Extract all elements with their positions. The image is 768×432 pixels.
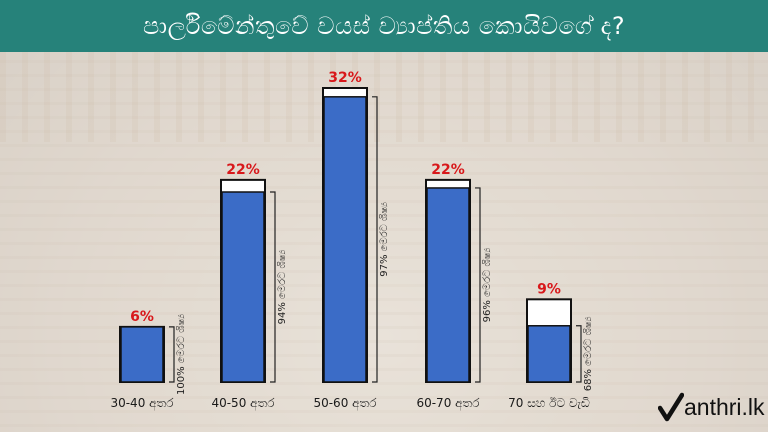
bar-value-label: 32% — [328, 70, 362, 86]
share-label: 97% මෙරට ශිෂ්‍ය — [378, 202, 390, 277]
category-label: 30-40 අතර — [110, 396, 174, 411]
background-ceiling — [0, 52, 768, 142]
bar-fill — [323, 96, 367, 383]
bar-value-label: 6% — [130, 309, 154, 325]
bar-fill — [221, 191, 265, 383]
bar-fill — [527, 325, 571, 383]
share-bracket — [576, 325, 582, 383]
bar-fill — [426, 187, 470, 383]
chart-title: පාර්ලිමේන්තුවේ වයස් ව්‍යාප්තිය කොයිවගේ ද… — [142, 12, 626, 40]
bar-value-label: 22% — [431, 162, 465, 178]
share-bracket — [372, 96, 378, 383]
category-label: 50-60 අතර — [313, 396, 377, 411]
title-banner: පාර්ලිමේන්තුවේ වයස් ව්‍යාප්තිය කොයිවගේ ද… — [0, 0, 768, 52]
share-bracket — [270, 191, 276, 383]
share-label: 68% මෙරට ශිෂ්‍ය — [582, 317, 594, 392]
checkmark-icon — [658, 392, 684, 422]
anthri-logo: anthri.lk — [658, 392, 765, 422]
logo-text: anthri.lk — [684, 393, 765, 420]
category-label: 60-70 අතර — [416, 396, 480, 411]
share-label: 96% මෙරට ශිෂ්‍ය — [481, 248, 493, 323]
share-label: 94% මෙරට ශිෂ්‍ය — [276, 250, 288, 325]
category-label: 40-50 අතර — [211, 396, 275, 411]
bar-fill — [120, 326, 164, 383]
share-label: 100% මෙරට ශිෂ්‍ය — [175, 314, 187, 395]
share-bracket — [169, 326, 175, 383]
bar-value-label: 22% — [226, 162, 260, 178]
category-label: 70 සහ ඊට වැඩි — [508, 396, 590, 410]
share-bracket — [475, 187, 481, 383]
bar-value-label: 9% — [537, 281, 561, 297]
